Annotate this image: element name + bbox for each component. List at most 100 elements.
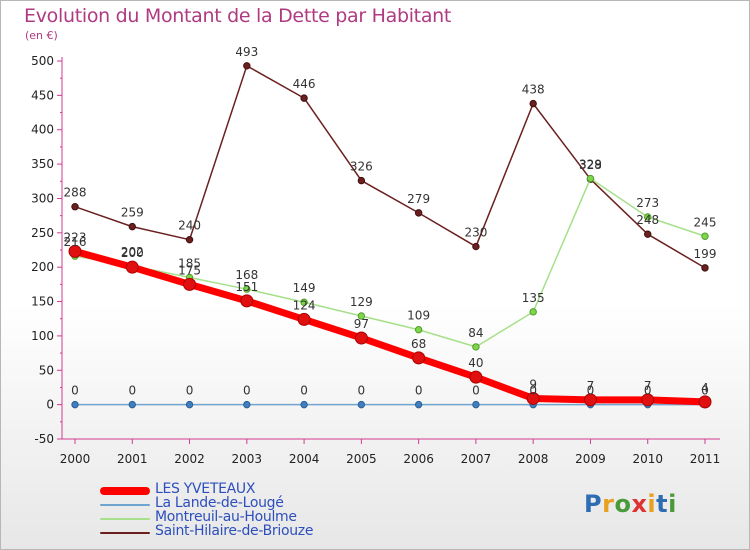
- y-tick-label: 250: [31, 226, 54, 240]
- data-label: 135: [522, 291, 545, 305]
- data-point: [526, 391, 540, 405]
- y-tick-label: 100: [31, 329, 54, 343]
- legend-item: LES YVETEAUX: [100, 481, 400, 499]
- data-label: 288: [64, 186, 87, 200]
- data-point: [414, 326, 423, 334]
- data-point: [472, 242, 480, 251]
- data-point: [354, 331, 368, 345]
- data-point: [357, 312, 366, 320]
- data-label: 168: [235, 268, 258, 282]
- y-tick-label: 350: [31, 157, 54, 171]
- legend-item: La Lande-de-Lougé: [100, 495, 400, 513]
- data-label: 129: [350, 295, 373, 309]
- data-point: [644, 213, 652, 221]
- data-label: 84: [468, 326, 483, 340]
- x-tick-label: 2011: [690, 452, 721, 466]
- chart-unit-label: (en €): [25, 29, 58, 42]
- x-tick-label: 2001: [117, 452, 148, 466]
- data-label: 0: [644, 384, 652, 398]
- data-point: [641, 393, 655, 407]
- data-point: [243, 285, 251, 293]
- data-point: [414, 400, 423, 409]
- data-point: [644, 230, 652, 238]
- data-point: [698, 395, 712, 409]
- y-tick-label: 50: [39, 363, 54, 377]
- data-point: [185, 235, 194, 244]
- data-point: [68, 244, 82, 258]
- data-point: [414, 209, 423, 217]
- data-point: [583, 393, 597, 407]
- data-point: [243, 400, 251, 409]
- data-label: 245: [694, 215, 717, 229]
- series-line-0: [71, 247, 709, 406]
- x-tick-label: 2005: [346, 452, 377, 466]
- data-label: 97: [354, 317, 369, 331]
- data-label: 7: [644, 379, 652, 393]
- data-point: [529, 308, 537, 316]
- y-tick-label: 450: [31, 88, 54, 102]
- data-label: 216: [64, 235, 87, 249]
- data-point: [472, 343, 480, 351]
- data-label: 0: [300, 384, 308, 398]
- y-tick-label: 400: [31, 123, 54, 137]
- data-label: 329: [579, 158, 602, 172]
- x-tick-label: 2009: [575, 452, 606, 466]
- x-tick-label: 2007: [461, 452, 492, 466]
- y-tick-label: 200: [31, 260, 54, 274]
- series-line-2: [74, 177, 706, 348]
- data-point: [472, 400, 480, 409]
- data-point: [240, 294, 254, 308]
- data-label: 0: [415, 384, 423, 398]
- x-tick-label: 2002: [174, 452, 205, 466]
- x-tick-label: 2003: [232, 452, 263, 466]
- legend-item: Saint-Hilaire-de-Briouze: [100, 523, 400, 541]
- data-label: 185: [178, 256, 201, 270]
- data-label: 446: [293, 77, 316, 91]
- data-label: 149: [293, 281, 316, 295]
- y-tick-label: 500: [31, 54, 54, 68]
- proxiti-logo: Proxiti: [584, 490, 677, 518]
- x-tick-label: 2004: [289, 452, 320, 466]
- data-point: [300, 400, 308, 409]
- data-labels: 2882592404934463262792304383282481992162…: [64, 45, 717, 398]
- data-point: [412, 351, 426, 365]
- data-label: 68: [411, 337, 426, 351]
- data-point: [185, 400, 194, 409]
- x-tick-label: 2010: [632, 452, 663, 466]
- series-line-3: [74, 65, 706, 269]
- x-tick-label: 2000: [60, 452, 91, 466]
- legend-swatch: [100, 511, 150, 527]
- data-label: 151: [235, 280, 258, 294]
- data-label: 230: [464, 226, 487, 240]
- data-point: [469, 370, 483, 384]
- data-label: 259: [121, 206, 144, 220]
- data-label: 109: [407, 309, 430, 323]
- data-point: [243, 62, 251, 70]
- data-label: 223: [64, 230, 87, 244]
- data-label: 326: [350, 160, 373, 174]
- data-label: 493: [235, 45, 258, 59]
- data-label: 240: [178, 219, 201, 233]
- y-tick-label: 0: [46, 398, 54, 412]
- legend-label: Montreuil-au-Houlme: [155, 509, 297, 525]
- data-label: 0: [358, 384, 366, 398]
- data-point: [71, 400, 79, 409]
- data-label: 40: [468, 356, 483, 370]
- data-label: 0: [128, 384, 136, 398]
- data-label: 202: [121, 245, 144, 259]
- data-point: [529, 99, 537, 108]
- data-point: [701, 264, 709, 272]
- legend-item: Montreuil-au-Houlme: [100, 509, 400, 527]
- y-tick-label: 150: [31, 295, 54, 309]
- data-point: [71, 203, 79, 211]
- data-point: [128, 400, 136, 409]
- data-point: [357, 400, 366, 409]
- data-label: 328: [579, 158, 602, 172]
- y-tick-label: 300: [31, 191, 54, 205]
- data-label: 0: [243, 384, 251, 398]
- data-label: 438: [522, 83, 545, 97]
- data-point: [297, 312, 311, 326]
- data-label: 0: [186, 384, 194, 398]
